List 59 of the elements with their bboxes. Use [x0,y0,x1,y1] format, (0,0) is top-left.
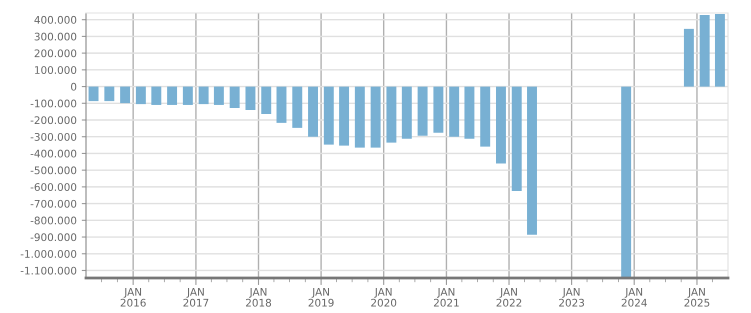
y-tick-label: -800.000 [30,216,76,224]
x-tick-label: JAN 2019 [308,288,334,307]
y-tick-label: -1.000.000 [20,250,76,258]
bar [324,86,334,145]
x-tick-label: JAN 2021 [434,288,459,307]
bar [339,86,350,146]
bar [230,86,240,108]
x-tick-label: JAN 2017 [183,288,208,307]
bar [136,86,146,104]
y-tick-label: -200.000 [30,116,76,124]
y-tick-label: 400.000 [34,16,76,24]
y-tick-label: -600.000 [30,183,76,191]
bar [292,86,302,128]
bar [261,86,272,114]
y-tick-label: -100.000 [30,100,76,108]
bar [151,86,162,105]
bar [198,86,209,104]
bar [684,28,694,87]
bar [354,86,365,148]
bar [104,86,114,102]
bar [449,86,460,137]
bar [402,86,412,139]
bar [245,86,256,110]
bar [714,14,725,87]
bar [386,86,396,143]
bar [464,86,474,139]
bar [621,86,632,278]
bar [308,86,318,137]
y-tick-label: 200.000 [34,49,76,58]
y-tick-label: 0 [71,82,76,91]
y-tick-label: -700.000 [30,200,76,208]
bar [700,15,710,87]
x-tick-label: JAN 2025 [684,288,710,307]
x-tick-label: JAN 2022 [496,288,522,307]
bar [120,86,130,104]
y-tick-label: -400.000 [30,150,76,158]
x-tick-label: JAN 2023 [559,288,584,307]
y-tick-label: 100.000 [35,66,76,74]
bar [88,86,99,102]
bar [167,86,178,105]
bar [527,86,537,235]
y-tick-label: -900.000 [30,233,76,242]
x-tick-label: JAN 2018 [246,288,272,307]
x-tick-label: JAN 2024 [622,288,647,307]
bar [276,86,286,123]
bar [214,86,224,105]
bar [182,86,193,105]
y-tick-label: 300.000 [34,32,76,41]
bar [418,86,428,136]
x-tick-label: JAN 2020 [371,288,396,307]
bar [480,86,490,147]
bar [433,86,444,133]
bar [496,86,506,164]
x-tick-label: JAN 2016 [120,288,146,307]
y-tick-label: -300.000 [30,132,76,141]
y-tick-label: -500.000 [30,166,76,174]
bar [370,86,381,148]
bar [512,86,522,192]
y-tick-label: -1.100.000 [20,266,76,275]
